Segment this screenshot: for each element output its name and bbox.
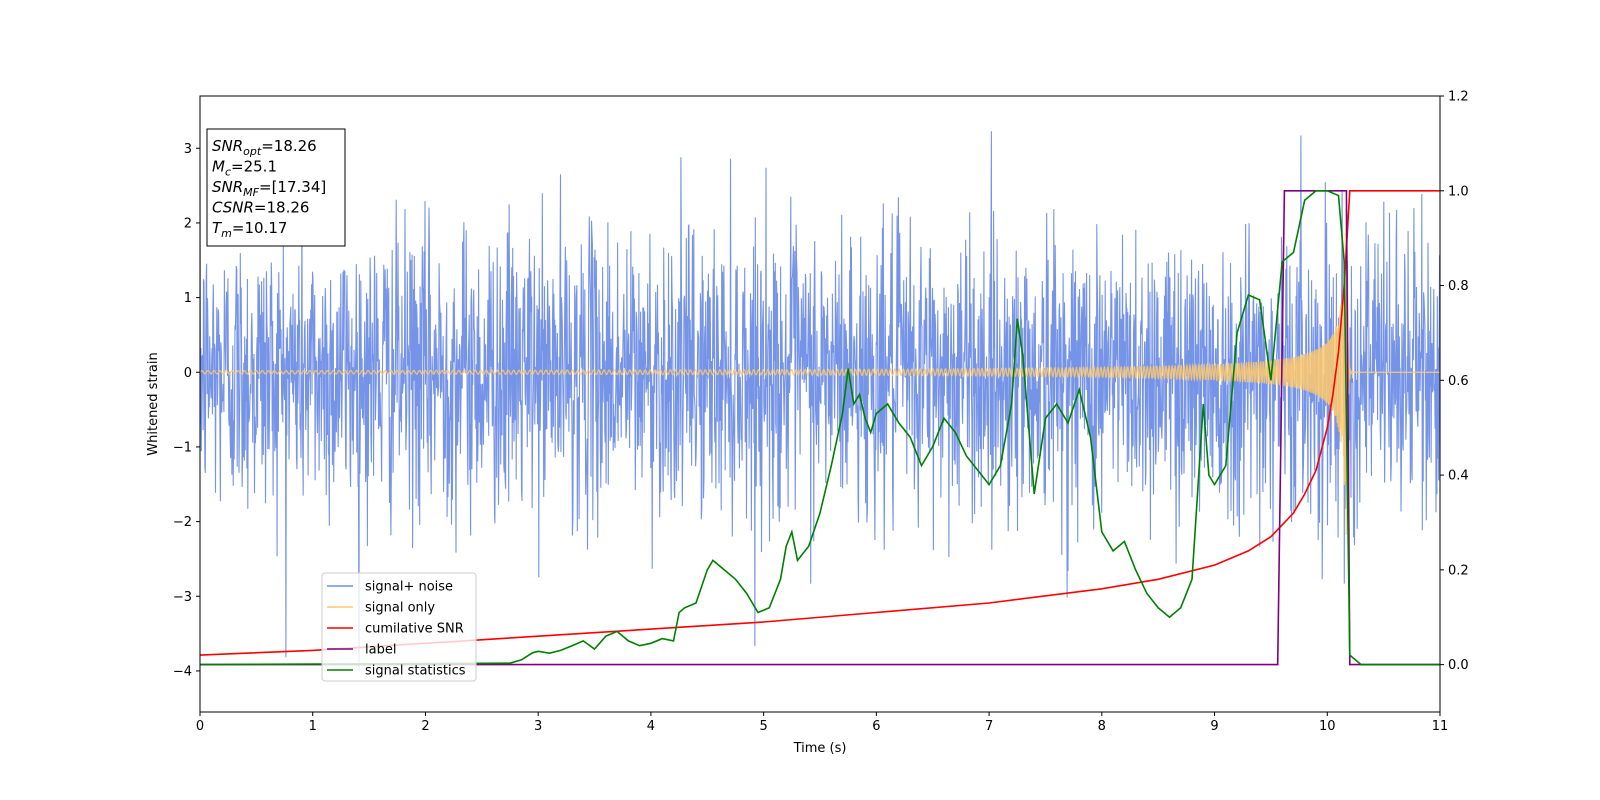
series-signal-only-line	[200, 208, 1440, 535]
y-axis-label: Whitened strain	[146, 352, 161, 455]
legend: signal+ noise signal only cumilative SNR la…	[321, 572, 477, 682]
plot-area	[200, 131, 1440, 672]
x-tick-label: 11	[1432, 719, 1449, 734]
y-right-tick-label: 0.4	[1448, 469, 1469, 484]
legend-item-label: signal statistics	[365, 664, 466, 679]
annotation-line: Mc=25.1	[212, 158, 277, 179]
series-signal-statistics-line	[200, 190, 1440, 666]
y-right-tick-label: 0.8	[1448, 279, 1469, 294]
series-cumulative-snr-line	[200, 190, 1440, 656]
annotation-line: CSNR=18.26	[212, 199, 309, 217]
x-tick-label: 5	[759, 719, 767, 734]
y-left-tick-label: −4	[173, 664, 192, 679]
y-left-tick-label: −1	[173, 440, 192, 455]
y-right-tick-label: 0.6	[1448, 374, 1469, 389]
x-tick-label: 1	[309, 719, 317, 734]
legend-item-label: label	[365, 643, 396, 658]
y-right-tick-label: 0.2	[1448, 563, 1469, 578]
y-left-tick-label: 2	[184, 216, 192, 231]
y-left-tick-label: 0	[184, 366, 192, 381]
x-tick-label: 2	[421, 719, 429, 734]
axes-ticks: 0 1 2 3 4 5 6 7 8 9 10 11 −4 −3 −2 −1 0 1 2 3 0.0 0.2 0.4 0.6 0.…	[173, 90, 1469, 735]
annotation-line: SNRopt=18.26	[212, 137, 317, 158]
y-left-tick-label: 1	[184, 291, 192, 306]
y-left-tick-label: −2	[173, 515, 192, 530]
y-right-tick-label: 0.0	[1448, 658, 1469, 673]
annotation-box-border	[206, 128, 346, 247]
x-tick-label: 0	[196, 719, 204, 734]
annotation-box: SNRopt=18.26Mc=25.1SNRMF=[17.34]CSNR=18.…	[206, 128, 346, 247]
y-right-tick-label: 1.2	[1448, 90, 1469, 105]
x-tick-label: 3	[534, 719, 542, 734]
series-signal-noise-line	[200, 131, 1440, 672]
y-right-tick-label: 1.0	[1448, 184, 1469, 199]
annotation-line: SNRMF=[17.34]	[212, 178, 326, 199]
annotation-line: Tm=10.17	[212, 219, 287, 240]
x-tick-label: 10	[1319, 719, 1336, 734]
legend-item-label: signal only	[365, 601, 435, 616]
axes-frame	[199, 95, 1441, 713]
x-tick-label: 8	[1098, 719, 1106, 734]
x-axis-label: Time (s)	[793, 741, 847, 756]
legend-item-label: cumilative SNR	[365, 622, 464, 637]
y-left-tick-label: −3	[173, 590, 192, 605]
legend-frame	[321, 572, 477, 682]
x-tick-label: 7	[985, 719, 993, 734]
legend-item-label: signal+ noise	[365, 580, 453, 595]
y-left-tick-label: 3	[184, 142, 192, 157]
x-tick-label: 6	[872, 719, 880, 734]
x-tick-label: 4	[647, 719, 655, 734]
x-tick-label: 9	[1210, 719, 1218, 734]
